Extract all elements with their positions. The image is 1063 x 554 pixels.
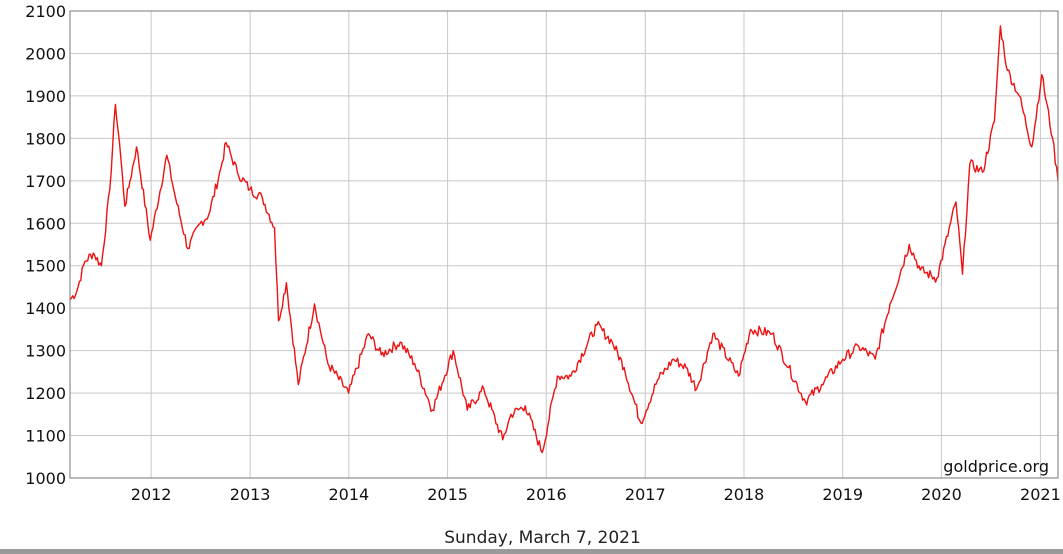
y-tick-label: 1700: [25, 172, 66, 191]
y-axis-labels: 1000 1100 1200 1300 1400 1500 1600 1700 1800 1900…: [25, 2, 66, 488]
y-tick-label: 1500: [25, 257, 66, 276]
y-tick-label: 1000: [25, 469, 66, 488]
x-tick-label: 2018: [724, 485, 765, 504]
y-tick-label: 1900: [25, 87, 66, 106]
x-tick-label: 2014: [328, 485, 369, 504]
gold-price-series-line: [69, 25, 1059, 454]
x-tick-label: 2020: [921, 485, 962, 504]
plot-border: [69, 10, 1059, 479]
y-tick-label: 1800: [25, 129, 66, 148]
y-tick-label: 2000: [25, 44, 66, 63]
x-axis-labels: 2012 2013 2014 2015 2016 2017 2018 2019 2020 2021: [131, 485, 1061, 504]
x-tick-label: 2015: [427, 485, 468, 504]
y-tick-label: 1100: [25, 427, 66, 446]
x-tick-label: 2012: [131, 485, 172, 504]
x-tick-label: 2016: [526, 485, 567, 504]
x-tick-label: 2013: [230, 485, 271, 504]
watermark-label: goldprice.org: [943, 457, 1049, 476]
date-caption: Sunday, March 7, 2021: [444, 528, 641, 548]
x-tick-label: 2021: [1020, 485, 1061, 504]
bottom-divider: [0, 549, 1063, 554]
x-tick-label: 2017: [625, 485, 666, 504]
y-tick-label: 1400: [25, 299, 66, 318]
y-tick-label: 1600: [25, 214, 66, 233]
y-tick-label: 2100: [25, 2, 66, 21]
x-tick-label: 2019: [822, 485, 863, 504]
y-tick-label: 1200: [25, 384, 66, 403]
y-tick-label: 1300: [25, 342, 66, 361]
